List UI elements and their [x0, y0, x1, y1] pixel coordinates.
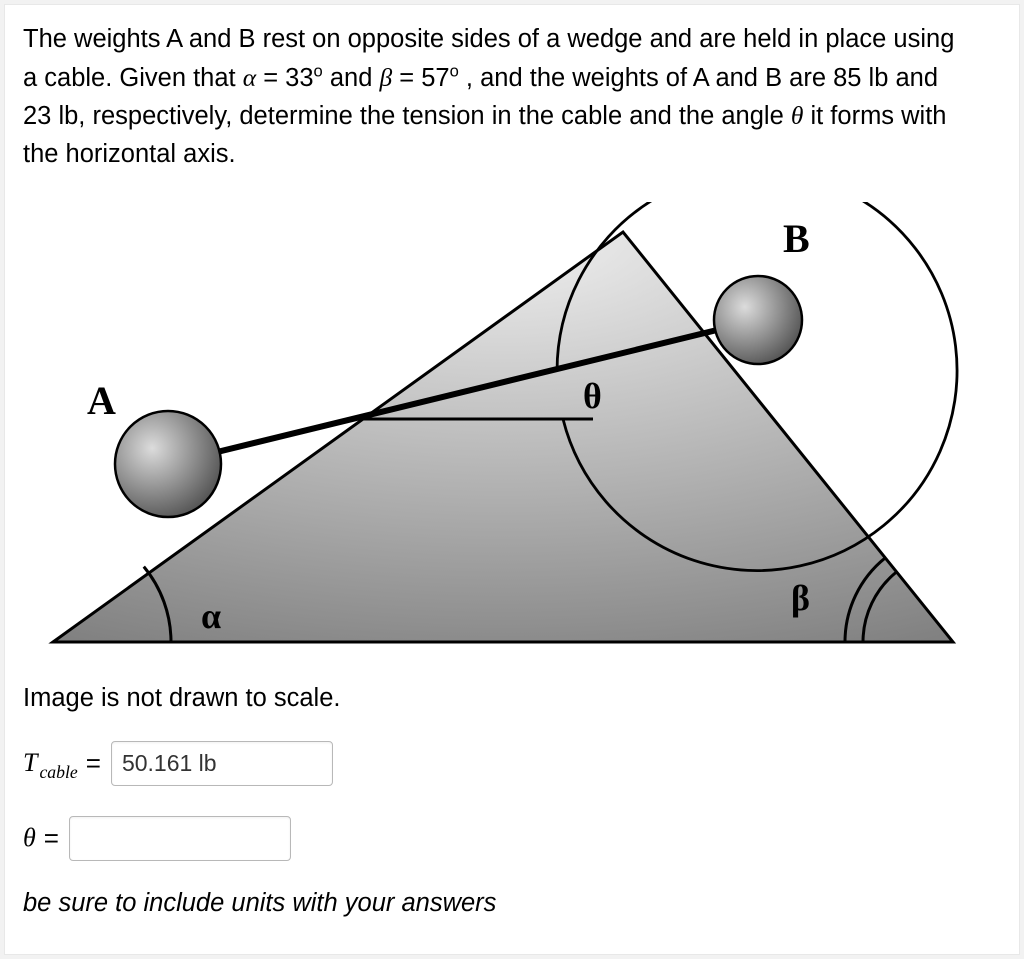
- text: a cable. Given that: [23, 64, 243, 92]
- label-theta: θ: [583, 376, 602, 416]
- problem-statement: The weights A and B rest on opposite sid…: [23, 21, 1001, 174]
- problem-panel: The weights A and B rest on opposite sid…: [4, 4, 1020, 955]
- tension-answer-row: Tcable =: [23, 741, 1001, 786]
- units-hint: be sure to include units with your answe…: [23, 889, 1001, 918]
- text: The weights A and B rest on opposite sid…: [23, 25, 954, 53]
- label-a: A: [87, 378, 116, 423]
- tension-input[interactable]: [111, 741, 333, 786]
- diagram: A B α β θ: [23, 202, 983, 662]
- theta-input[interactable]: [69, 816, 291, 861]
- weight-b: [714, 276, 802, 364]
- alpha-symbol: α: [243, 63, 256, 92]
- degree-symbol: o: [450, 61, 459, 80]
- diagram-caption: Image is not drawn to scale.: [23, 684, 1001, 713]
- label-b: B: [783, 216, 810, 261]
- text: it forms with: [803, 102, 946, 130]
- text: = 33: [256, 64, 313, 92]
- label-alpha: α: [201, 596, 221, 636]
- t-cable-label: Tcable: [23, 748, 78, 778]
- text: and: [323, 64, 380, 92]
- equals-sign: =: [44, 823, 59, 854]
- label-beta: β: [791, 578, 810, 618]
- diagram-svg: A B α β θ: [23, 202, 983, 662]
- text: , and the weights of A and B are 85 lb a…: [459, 64, 938, 92]
- degree-symbol: o: [314, 61, 323, 80]
- theta-answer-row: θ =: [23, 816, 1001, 861]
- text: = 57: [392, 64, 449, 92]
- theta-symbol: θ: [23, 823, 36, 853]
- equals-sign: =: [86, 748, 101, 779]
- beta-symbol: β: [379, 63, 392, 92]
- text: 23 lb, respectively, determine the tensi…: [23, 102, 791, 130]
- text: the horizontal axis.: [23, 140, 236, 168]
- t-subscript: cable: [39, 762, 77, 783]
- weight-a: [115, 411, 221, 517]
- t-symbol: T: [23, 748, 37, 778]
- theta-symbol: θ: [791, 101, 804, 130]
- theta-label: θ: [23, 823, 36, 853]
